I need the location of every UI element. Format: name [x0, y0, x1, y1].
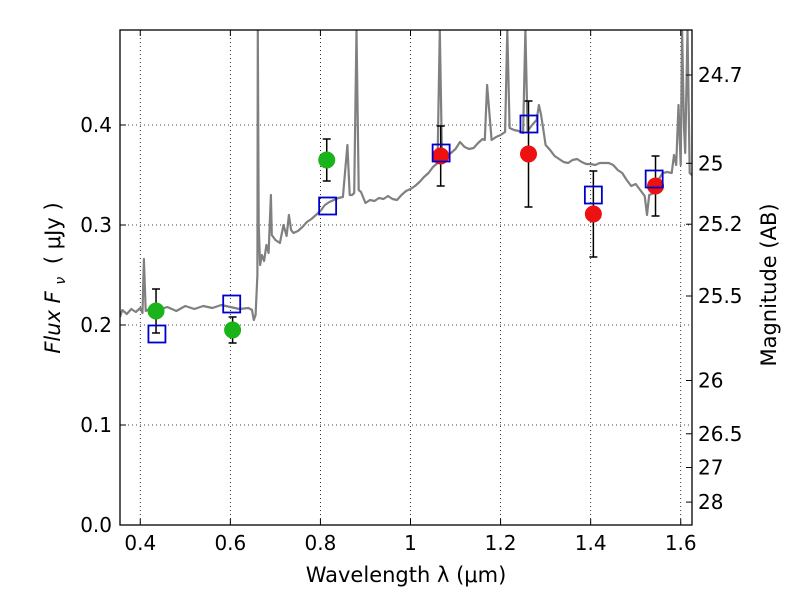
x-tick-label: 1: [404, 531, 417, 555]
y-axis-title: Flux F ν ( μJy ): [41, 202, 70, 353]
x-tick-label: 1.6: [665, 531, 697, 555]
observed-optical-point: [318, 151, 336, 169]
data-points: [147, 100, 665, 344]
model-photometry-point: [644, 169, 664, 189]
y2-tick-label: 25: [698, 151, 723, 175]
plot-frame: [119, 29, 693, 526]
model-spectrum-line: [120, 30, 692, 322]
observed-nir-point: [520, 145, 538, 163]
y-axis-title-unit: ( μJy ): [41, 202, 65, 264]
x-tick-label: 1.4: [575, 531, 607, 555]
model-photometry-point: [222, 294, 242, 314]
model-photometry-point: [431, 143, 451, 163]
y2-tick-label: 25.2: [698, 212, 743, 236]
x-tick-label: 0.8: [305, 531, 337, 555]
x-axis-title: Wavelength λ (μm): [306, 563, 507, 587]
y-tick-label: 0.4: [80, 113, 112, 137]
y2-tick-label: 27: [698, 456, 723, 480]
observed-nir-point: [647, 177, 665, 195]
y2-tick-label: 25.5: [698, 284, 743, 308]
y2-tick-label: 26: [698, 369, 723, 393]
grid-lines: [120, 30, 692, 526]
y-tick-label: 0.2: [80, 313, 112, 337]
x-tick-label: 1.2: [485, 531, 517, 555]
model-photometry-point: [583, 185, 603, 205]
y-axis-title-sub: ν: [53, 277, 69, 285]
model-photometry-point: [519, 114, 539, 134]
y2-tick-label: 28: [698, 490, 723, 514]
y2-axis-title: Magnitude (AB): [757, 203, 781, 366]
y-tick-label: 0.3: [80, 213, 112, 237]
y2-tick-label: 26.5: [698, 422, 743, 446]
svg-text:Flux F ν ( μJy ): Flux F ν ( μJy ): [41, 202, 70, 353]
model-photometry-point: [147, 324, 167, 344]
y-tick-label: 0.1: [80, 413, 112, 437]
x-tick-label: 0.6: [214, 531, 246, 555]
observed-nir-point: [584, 205, 602, 223]
observed-optical-point: [147, 302, 165, 320]
plot-area: [120, 30, 692, 322]
y-tick-label: 0.0: [80, 513, 112, 537]
observed-optical-point: [224, 321, 242, 339]
y2-tick-label: 24.7: [698, 63, 743, 87]
model-photometry-point: [318, 196, 338, 216]
y-axis-title-main: Flux F: [41, 290, 65, 353]
axis-ticks: 0.4 0.6 0.8 1 1.2 1.4 1.6 0.0 0.1 0.2 0.3 0.4 24.7 25…: [80, 30, 743, 555]
x-tick-label: 0.4: [124, 531, 156, 555]
